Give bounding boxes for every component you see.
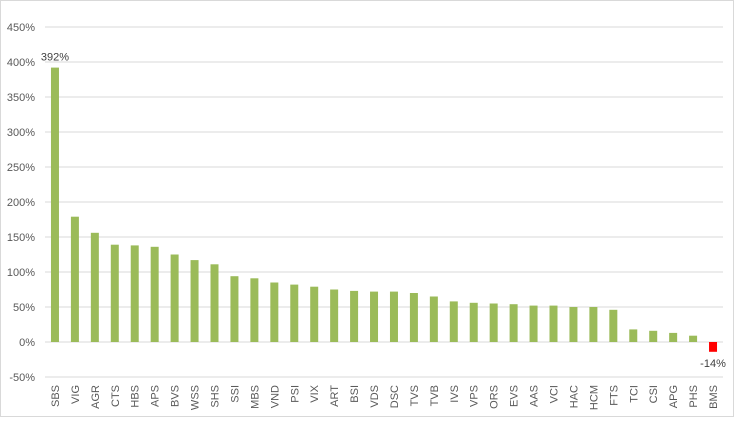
bar-sbs <box>50 67 59 342</box>
x-tick-label: ORS <box>489 385 501 409</box>
bar-shs <box>210 264 219 342</box>
x-tick-label: AGR <box>90 385 102 409</box>
x-tick-label: BSI <box>349 385 361 403</box>
bar-aps <box>150 246 159 342</box>
x-tick-label: TCI <box>628 385 640 403</box>
bar-vds <box>370 291 379 342</box>
x-tick-label: IVS <box>449 385 461 403</box>
x-tick-label: VPS <box>469 385 481 407</box>
x-tick-label: APS <box>150 385 162 407</box>
bar-phs <box>689 335 698 342</box>
x-tick-label: HAC <box>568 385 580 408</box>
x-tick-label: PHS <box>688 385 700 408</box>
bar-ssi <box>230 276 239 342</box>
y-tick-label: 50% <box>13 302 35 314</box>
bar-fts <box>609 309 618 342</box>
x-tick-label: TVS <box>409 385 421 406</box>
y-axis-tick-labels: -50% 0% 50% 100% 150% 200% 250% 300% 350% 400% 450… <box>7 22 35 384</box>
y-tick-label: 250% <box>7 162 35 174</box>
x-tick-label: FTS <box>608 385 620 406</box>
bar-vig <box>70 216 79 342</box>
x-tick-label: SSI <box>229 385 241 403</box>
data-labels: 392% -14% <box>41 52 726 370</box>
bar-mbs <box>250 278 259 342</box>
bar-agr <box>90 232 99 342</box>
x-tick-label: SHS <box>210 385 222 408</box>
bar-evs <box>509 304 518 342</box>
y-tick-label: 100% <box>7 267 35 279</box>
bar-vnd <box>270 282 279 342</box>
x-tick-label: EVS <box>509 385 521 407</box>
gridlines <box>45 26 723 378</box>
data-label-bms: -14% <box>700 358 726 370</box>
y-tick-label: 300% <box>7 127 35 139</box>
bars <box>50 67 718 352</box>
bar-wss <box>190 260 199 342</box>
x-tick-label: AAS <box>529 385 541 407</box>
y-tick-label: 0% <box>19 337 35 349</box>
bar-vix <box>310 286 319 342</box>
x-axis-tick-labels: SBS VIG AGR CTS HBS APS BVS WSS SHS SSI MBS VND PSI V… <box>50 384 720 410</box>
bar-cts <box>110 244 119 342</box>
bar-tvs <box>409 293 418 342</box>
bar-dsc <box>389 291 398 342</box>
x-tick-label: VIG <box>70 385 82 404</box>
y-tick-label: 450% <box>7 22 35 34</box>
bar-hac <box>569 307 578 342</box>
x-tick-label: APG <box>668 385 680 408</box>
bar-vci <box>549 305 558 342</box>
y-tick-label: 400% <box>7 57 35 69</box>
x-tick-label: CTS <box>110 385 122 407</box>
x-tick-label: DSC <box>389 385 401 408</box>
x-tick-label: HCM <box>588 385 600 410</box>
y-tick-label: -50% <box>9 372 35 384</box>
bar-hbs <box>130 245 139 342</box>
x-tick-label: ART <box>329 385 341 407</box>
x-tick-label: TVB <box>429 385 441 406</box>
bar-aas <box>529 305 538 342</box>
x-tick-label: PSI <box>289 385 301 403</box>
bar-bvs <box>170 254 179 342</box>
x-tick-label: CSI <box>648 385 660 403</box>
bar-ivs <box>449 301 458 342</box>
bar-tci <box>629 329 638 342</box>
x-tick-label: HBS <box>130 385 142 408</box>
y-tick-label: 200% <box>7 197 35 209</box>
x-tick-label: BVS <box>170 385 182 407</box>
bar-apg <box>669 332 678 342</box>
x-tick-label: BMS <box>708 385 720 409</box>
bar-tvb <box>429 296 438 342</box>
bar-csi <box>649 330 658 342</box>
bar-hcm <box>589 307 598 342</box>
x-tick-label: VDS <box>369 385 381 408</box>
y-tick-label: 350% <box>7 92 35 104</box>
bar-bsi <box>350 290 359 342</box>
x-tick-label: WSS <box>190 385 202 410</box>
x-tick-label: MBS <box>249 385 261 409</box>
bar-vps <box>469 302 478 342</box>
bar-bms <box>709 342 718 352</box>
x-tick-label: VND <box>269 385 281 408</box>
data-label-sbs: 392% <box>41 52 69 64</box>
x-tick-label: SBS <box>50 385 62 407</box>
x-tick-label: VIX <box>309 384 321 402</box>
bar-ors <box>489 303 498 342</box>
bar-art <box>330 289 339 342</box>
bar-psi <box>290 284 299 342</box>
y-tick-label: 150% <box>7 232 35 244</box>
x-tick-label: VCI <box>549 385 561 403</box>
